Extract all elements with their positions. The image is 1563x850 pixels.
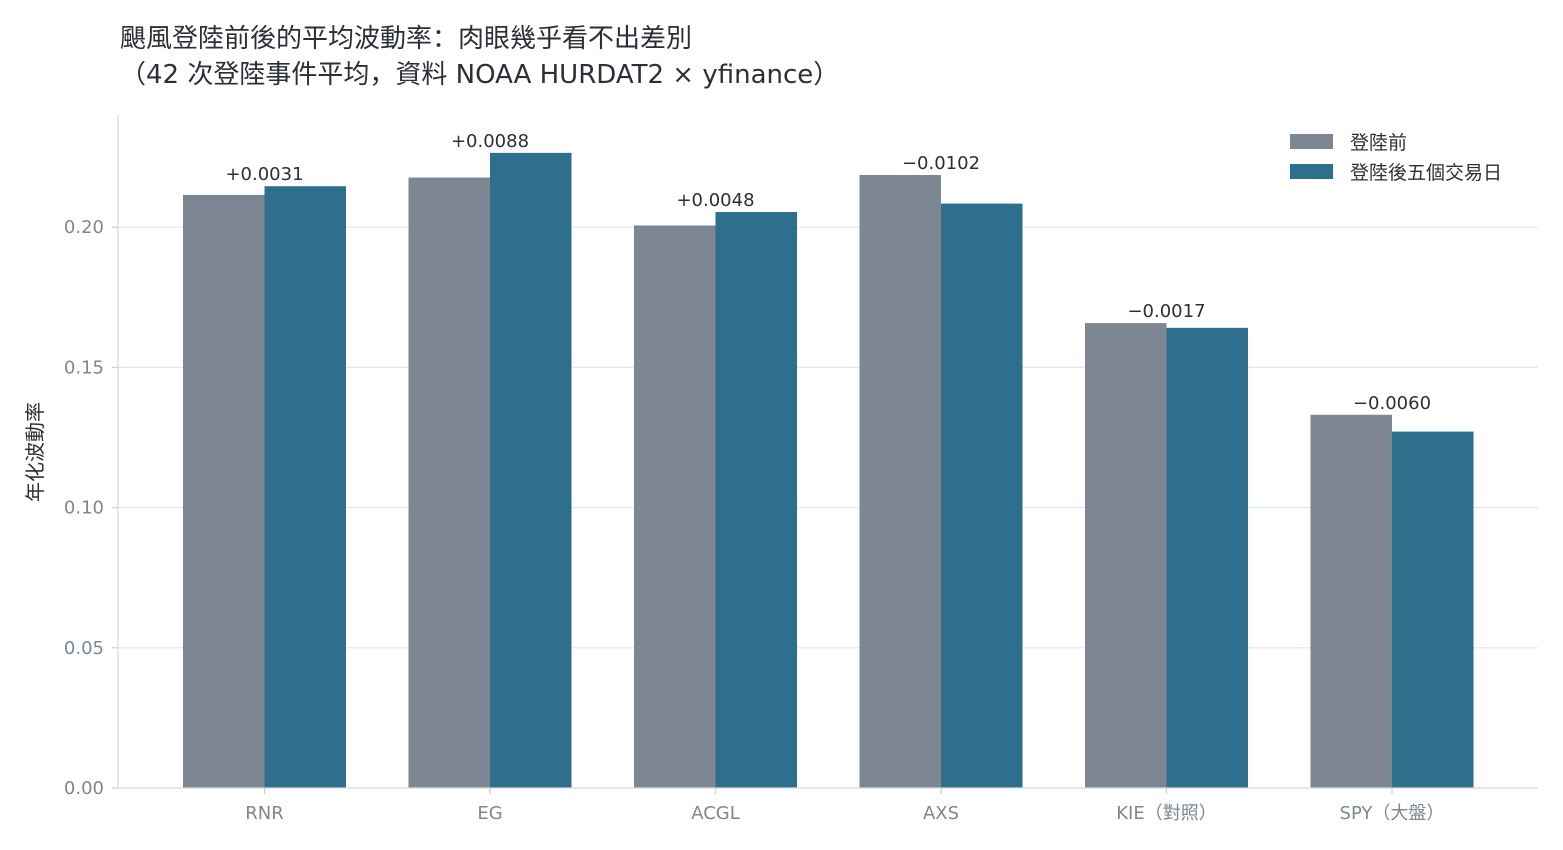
bar-after — [715, 212, 797, 788]
x-tick-label: RNR — [245, 803, 283, 824]
chart-subtitle: （42 次登陸事件平均，資料 NOAA HURDAT2 × yfinance） — [120, 60, 840, 90]
gridlines — [118, 226, 1538, 649]
x-tick-label: AXS — [923, 803, 959, 824]
y-tick-label: 0.10 — [64, 498, 104, 519]
data-label: −0.0102 — [902, 153, 980, 174]
axes: 0.00 0.05 0.10 0.15 0.20 RNR EG ACGL AXS KIE（對照） S… — [64, 115, 1538, 824]
bar-after — [1166, 327, 1248, 788]
bar-after — [1392, 431, 1474, 788]
data-label: +0.0031 — [225, 164, 303, 185]
y-tick-label: 0.20 — [64, 217, 104, 238]
x-tick-label: SPY（大盤） — [1340, 803, 1445, 824]
bar-after — [264, 186, 346, 788]
x-tick-label: KIE（對照） — [1116, 803, 1217, 824]
legend-swatch — [1290, 164, 1333, 179]
legend-swatch — [1290, 134, 1333, 149]
bar-before — [1310, 414, 1392, 788]
legend-label: 登陸前 — [1350, 132, 1407, 154]
bar-before — [408, 177, 490, 789]
data-label: +0.0088 — [451, 131, 529, 152]
y-tick-label: 0.15 — [64, 357, 104, 378]
bar-before — [859, 175, 941, 789]
data-labels: +0.0031 +0.0088 +0.0048 −0.0102 −0.0017 −0.00… — [225, 131, 1431, 414]
bar-before — [634, 225, 716, 789]
bars — [183, 152, 1474, 789]
x-tick-label: EG — [477, 803, 502, 824]
data-label: +0.0048 — [676, 190, 754, 211]
data-label: −0.0060 — [1353, 393, 1431, 414]
bar-after — [490, 152, 572, 788]
bar-before — [1085, 323, 1167, 788]
bar-after — [941, 203, 1023, 788]
legend-label: 登陸後五個交易日 — [1350, 162, 1502, 184]
y-tick-label: 0.05 — [64, 638, 104, 659]
bar-before — [183, 194, 265, 788]
x-tick-label: ACGL — [691, 803, 740, 824]
data-label: −0.0017 — [1127, 301, 1205, 322]
y-axis-label: 年化波動率 — [23, 402, 47, 502]
y-tick-label: 0.00 — [64, 778, 104, 799]
chart-title: 颶風登陸前後的平均波動率：肉眼幾乎看不出差別 — [120, 24, 693, 54]
